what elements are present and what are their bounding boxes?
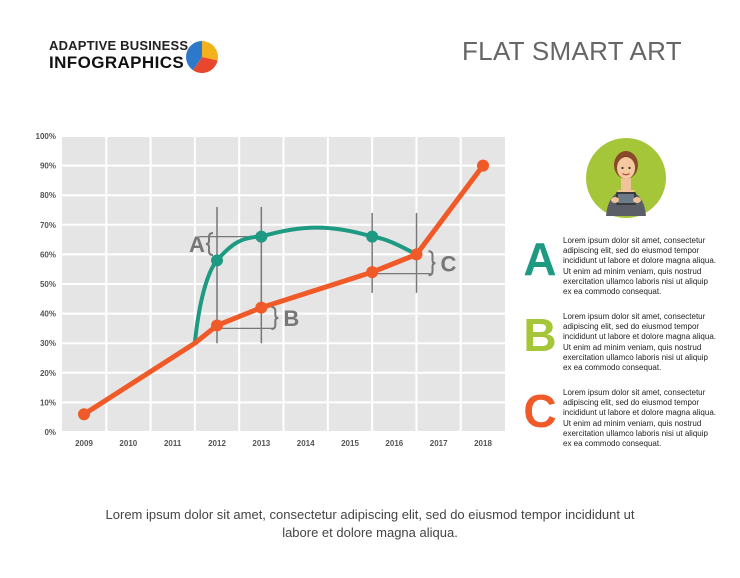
legend-letter-a: A (523, 233, 557, 285)
x-tick-label: 2017 (430, 439, 448, 448)
y-tick-label: 30% (40, 339, 56, 348)
annotation-label-c: C (441, 251, 457, 276)
brand-block: ADAPTIVE BUSINESS INFOGRAPHICS (49, 38, 188, 73)
x-tick-label: 2016 (385, 439, 403, 448)
legend-text-c: Lorem ipsum dolor sit amet, consectetur … (563, 388, 716, 449)
annotation-brace-a (205, 232, 214, 257)
brand-line-1: ADAPTIVE BUSINESS (49, 38, 189, 53)
x-tick-label: 2009 (75, 439, 93, 448)
annotation-brace-c (428, 250, 436, 277)
series-marker-teal (366, 230, 379, 243)
x-tick-label: 2011 (164, 439, 182, 448)
series-marker-orange (78, 408, 90, 421)
y-tick-label: 50% (40, 280, 56, 289)
brand-line-2: INFOGRAPHICS (49, 53, 185, 72)
y-tick-label: 80% (40, 191, 56, 200)
x-tick-label: 2013 (252, 439, 270, 448)
legend-letter-c: C (523, 385, 557, 437)
annotation-brace-b (271, 306, 279, 331)
series-marker-orange (211, 319, 223, 332)
x-tick-label: 2012 (208, 439, 226, 448)
series-marker-teal (255, 230, 268, 243)
y-tick-label: 100% (36, 132, 56, 141)
footer-caption: Lorem ipsum dolor sit amet, consectetur … (105, 507, 635, 540)
series-marker-orange (366, 266, 379, 279)
y-tick-label: 0% (44, 428, 56, 437)
x-tick-label: 2018 (474, 439, 492, 448)
woman-with-tablet-icon (586, 138, 666, 218)
annotation-label-a: A (189, 232, 205, 257)
series-marker-orange (255, 301, 268, 314)
x-tick-label: 2014 (297, 439, 315, 448)
y-tick-label: 70% (40, 221, 56, 230)
y-tick-label: 40% (40, 310, 56, 319)
y-tick-label: 60% (40, 250, 56, 259)
legend-text-b: Lorem ipsum dolor sit amet, consectetur … (563, 312, 716, 373)
x-tick-label: 2010 (119, 439, 137, 448)
pie-chart-icon (186, 41, 218, 73)
y-tick-label: 20% (40, 369, 56, 378)
y-tick-label: 10% (40, 398, 56, 407)
series-marker-teal (211, 254, 223, 267)
series-marker-orange (477, 159, 489, 172)
y-tick-label: 90% (40, 162, 56, 171)
legend-text-a: Lorem ipsum dolor sit amet, consectetur … (563, 236, 716, 297)
annotation-label-b: B (283, 306, 299, 331)
page-title: FLAT SMART ART (462, 36, 682, 66)
x-tick-label: 2015 (341, 439, 359, 448)
legend-letter-b: B (523, 309, 557, 361)
series-marker-orange (410, 248, 423, 261)
